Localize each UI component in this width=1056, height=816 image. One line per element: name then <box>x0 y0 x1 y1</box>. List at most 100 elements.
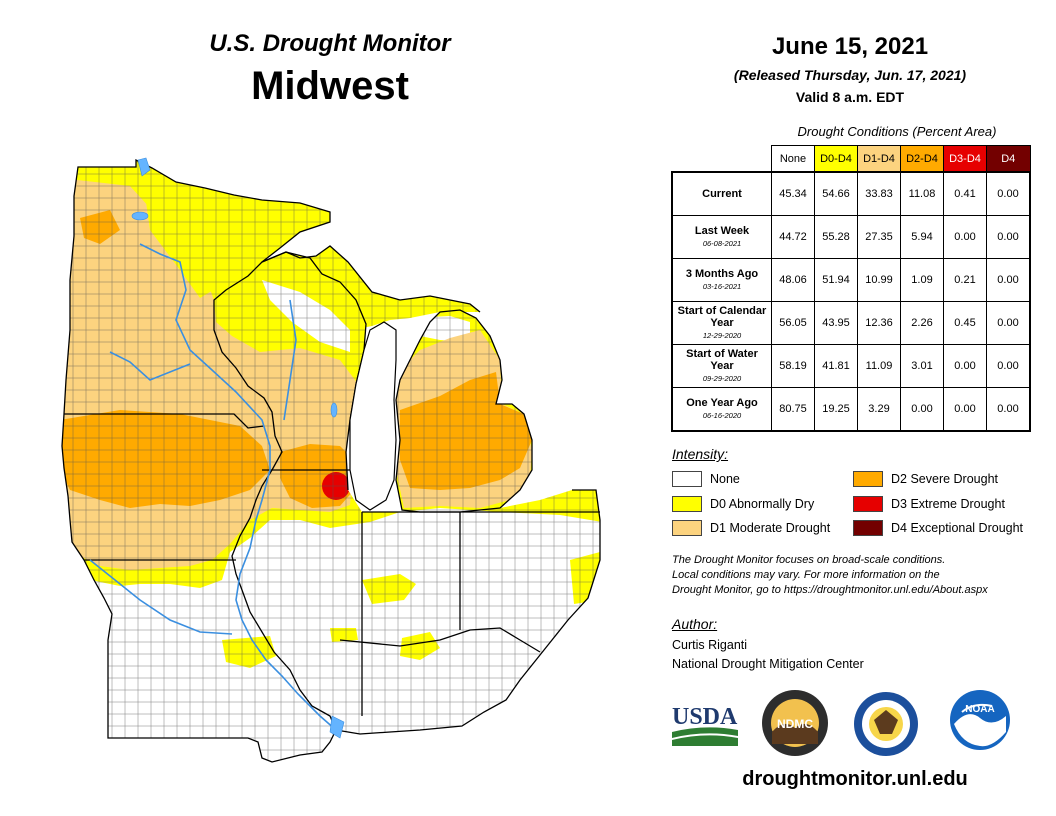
map-title: U.S. Drought Monitor <box>209 30 451 57</box>
legend-label: D1 Moderate Drought <box>710 521 831 535</box>
legend-swatch <box>853 471 883 487</box>
usda-logo-text: USDA <box>672 704 738 730</box>
table-cell: 11.08 <box>900 171 944 216</box>
row-label-text: One Year Ago <box>686 396 758 409</box>
legend-title: Intensity: <box>672 446 729 462</box>
table-cell: 0.00 <box>986 344 1031 388</box>
table-cell: 11.09 <box>857 344 901 388</box>
table-cell: 1.09 <box>900 258 944 302</box>
website-url[interactable]: droughtmonitor.unl.edu <box>742 768 968 790</box>
table-row: Start of Water Year 09-29-2020 58.19 41.81 1… <box>671 344 1031 388</box>
table-cell: 44.72 <box>771 215 815 259</box>
legend-label: D3 Extreme Drought <box>891 497 1005 511</box>
table-cell: 0.00 <box>900 387 944 432</box>
row-label-text: Start of Calendar Year <box>677 304 767 329</box>
legend-label: None <box>710 472 740 486</box>
table-cell: 80.75 <box>771 387 815 432</box>
table-cell: 45.34 <box>771 171 815 216</box>
author-organization: National Drought Mitigation Center <box>672 657 864 671</box>
table-cell: 3.01 <box>900 344 944 388</box>
table-header-row: None D0-D4 D1-D4 D2-D4 D3-D4 D4 <box>672 145 1031 173</box>
table-cell: 0.00 <box>943 387 987 432</box>
valid-time: Valid 8 a.m. EDT <box>795 89 905 105</box>
table-row: Last Week 06-08-2021 44.72 55.28 27.35 5.94 0.… <box>671 215 1031 259</box>
noaa-logo: NOAA <box>950 690 1010 750</box>
table-cell: 3.29 <box>857 387 901 432</box>
table-cell: 27.35 <box>857 215 901 259</box>
col-header-d1-d4: D1-D4 <box>857 145 901 173</box>
disclaimer-note: The Drought Monitor focuses on broad-sca… <box>672 553 1042 598</box>
table-cell: 19.25 <box>814 387 858 432</box>
legend-swatch <box>853 496 883 512</box>
table-row: Current 45.34 54.66 33.83 11.08 0.41 0.00 <box>671 171 1031 216</box>
ndmc-logo-text: NDMC <box>777 717 813 731</box>
table-row: Start of Calendar Year 12-29-2020 56.05 43.… <box>671 301 1031 345</box>
row-label-date: 09-29-2020 <box>702 373 742 383</box>
table-cell: 10.99 <box>857 258 901 302</box>
col-header-d0-d4: D0-D4 <box>814 145 858 173</box>
table-cell: 41.81 <box>814 344 858 388</box>
row-label: 3 Months Ago 03-16-2021 <box>671 258 772 302</box>
col-header-none: None <box>771 145 815 173</box>
table-cell: 58.19 <box>771 344 815 388</box>
col-header-d3-d4: D3-D4 <box>943 145 987 173</box>
usda-logo: USDA <box>672 704 738 746</box>
table-cell: 0.00 <box>943 344 987 388</box>
noaa-logo-text: NOAA <box>965 704 994 715</box>
table-cell: 0.00 <box>943 215 987 259</box>
table-cell: 0.45 <box>943 301 987 345</box>
table-cell: 2.26 <box>900 301 944 345</box>
note-line: The Drought Monitor focuses on broad-sca… <box>672 554 946 566</box>
table-cell: 5.94 <box>900 215 944 259</box>
row-label: Start of Calendar Year 12-29-2020 <box>671 301 772 345</box>
row-label-text: Current <box>702 188 742 200</box>
row-label-text: Start of Water Year <box>686 347 758 372</box>
map-date: June 15, 2021 <box>771 33 929 60</box>
legend-label: D0 Abnormally Dry <box>710 497 815 511</box>
drought-map <box>61 157 601 763</box>
row-label-date: 06-16-2020 <box>702 410 742 420</box>
author-heading: Author: <box>672 616 718 632</box>
row-label-text: 3 Months Ago <box>685 267 759 280</box>
drought-stats-table: None D0-D4 D1-D4 D2-D4 D3-D4 D4 Current 4… <box>671 145 1031 432</box>
row-label: Last Week 06-08-2021 <box>671 215 772 259</box>
row-label-text: Last Week <box>694 224 750 237</box>
table-cell: 48.06 <box>771 258 815 302</box>
legend-label: D2 Severe Drought <box>891 472 999 486</box>
note-line: Drought Monitor, go to https://droughtmo… <box>672 584 988 596</box>
table-cell: 55.28 <box>814 215 858 259</box>
table-corner <box>672 146 772 173</box>
note-line: Local conditions may vary. For more info… <box>672 569 940 581</box>
row-label-date: 12-29-2020 <box>702 330 742 340</box>
row-label: One Year Ago 06-16-2020 <box>671 387 772 432</box>
table-cell: 0.00 <box>986 258 1031 302</box>
table-cell: 0.21 <box>943 258 987 302</box>
row-label: Current <box>671 171 772 216</box>
table-cell: 51.94 <box>814 258 858 302</box>
ndmc-logo: NDMC <box>762 690 828 756</box>
legend-swatch <box>672 520 702 536</box>
table-cell: 0.00 <box>986 387 1031 432</box>
row-label-date: 03-16-2021 <box>702 281 742 291</box>
col-header-d2-d4: D2-D4 <box>900 145 944 173</box>
table-cell: 33.83 <box>857 171 901 216</box>
region-title: Midwest <box>251 64 409 108</box>
commerce-seal <box>854 692 918 756</box>
legend-swatch <box>853 520 883 536</box>
row-label: Start of Water Year 09-29-2020 <box>671 344 772 388</box>
table-cell: 12.36 <box>857 301 901 345</box>
row-label-date: 06-08-2021 <box>702 238 742 248</box>
table-row: 3 Months Ago 03-16-2021 48.06 51.94 10.99 1.0… <box>671 258 1031 302</box>
legend-swatch <box>672 471 702 487</box>
table-cell: 54.66 <box>814 171 858 216</box>
author-name: Curtis Riganti <box>672 638 748 652</box>
table-cell: 0.00 <box>986 171 1031 216</box>
table-caption: Drought Conditions (Percent Area) <box>797 124 997 139</box>
table-cell: 0.41 <box>943 171 987 216</box>
table-cell: 43.95 <box>814 301 858 345</box>
table-cell: 0.00 <box>986 215 1031 259</box>
legend-swatch <box>672 496 702 512</box>
table-row: One Year Ago 06-16-2020 80.75 19.25 3.29 0.00… <box>671 387 1031 432</box>
legend-label: D4 Exceptional Drought <box>891 521 1024 535</box>
table-cell: 56.05 <box>771 301 815 345</box>
